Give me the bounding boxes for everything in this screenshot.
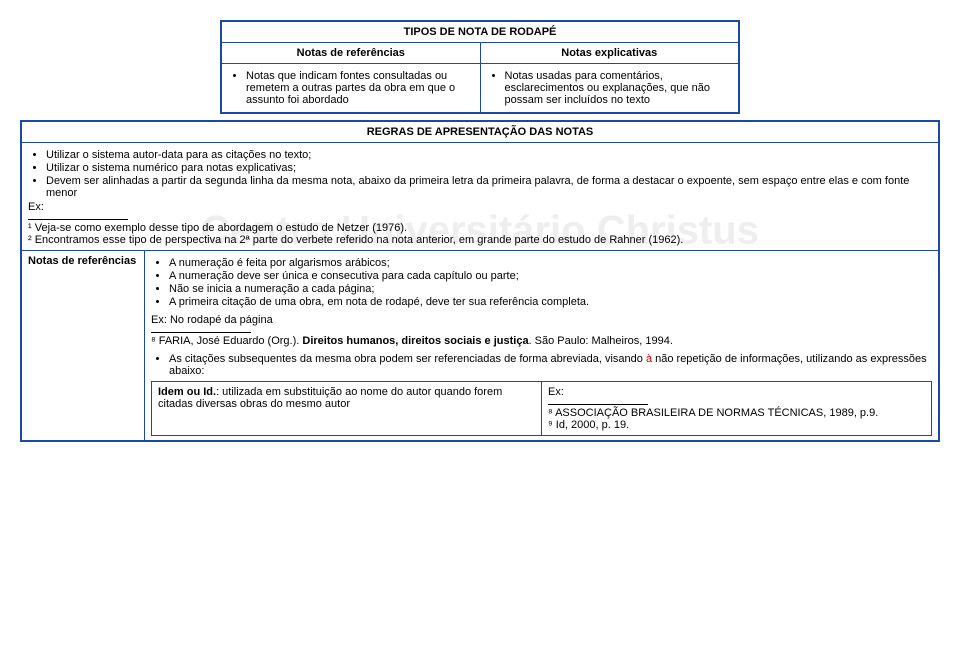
ref-b2: A numeração deve ser única e consecutiva…: [169, 270, 932, 282]
ref-b1: A numeração é feita por algarismos arábi…: [169, 257, 932, 269]
faria-rest: . São Paulo: Malheiros, 1994.: [529, 335, 673, 347]
faria-author: FARIA, José Eduardo (Org.).: [159, 335, 303, 347]
faria-ref: ⁸ FARIA, José Eduardo (Org.). Direitos h…: [151, 335, 932, 347]
idem-ex-cell: Ex: ⁸ ASSOCIAÇÃO BRASILEIRA DE NORMAS TÉ…: [542, 382, 932, 436]
notas-ref-content: A numeração é feita por algarismos arábi…: [145, 251, 939, 440]
col2-cell: Notas usadas para comentários, esclareci…: [480, 64, 739, 114]
idem-cell: Idem ou Id.: utilizada em substituição a…: [152, 382, 542, 436]
col2-header: Notas explicativas: [480, 43, 739, 64]
idem-ex-label: Ex:: [548, 386, 925, 398]
idem-label: Idem ou Id.: [158, 386, 216, 398]
footnote-rule-3: [548, 404, 648, 405]
regras-body: Utilizar o sistema autor-data para as ci…: [21, 143, 939, 251]
idem-ex1: ⁸ ASSOCIAÇÃO BRASILEIRA DE NORMAS TÉCNIC…: [548, 407, 925, 419]
subseq-bullet: As citações subsequentes da mesma obra p…: [169, 353, 932, 377]
rule-1: Utilizar o sistema autor-data para as ci…: [46, 149, 932, 161]
footnote-1: ¹ Veja-se como exemplo desse tipo de abo…: [28, 222, 932, 234]
col1-bullet: Notas que indicam fontes consultadas ou …: [246, 70, 474, 106]
ref-b3: Não se inicia a numeração a cada página;: [169, 283, 932, 295]
rule-3: Devem ser alinhadas a partir da segunda …: [46, 175, 932, 199]
faria-title: Direitos humanos, direitos sociais e jus…: [302, 335, 528, 347]
col1-cell: Notas que indicam fontes consultadas ou …: [221, 64, 480, 114]
tipos-table: TIPOS DE NOTA DE RODAPÉ Notas de referên…: [220, 20, 740, 114]
tipos-title: TIPOS DE NOTA DE RODAPÉ: [221, 21, 739, 43]
subseq-a: As citações subsequentes da mesma obra p…: [169, 353, 646, 365]
col1-header: Notas de referências: [221, 43, 480, 64]
faria-num: ⁸: [151, 335, 159, 347]
col2-bullet: Notas usadas para comentários, esclareci…: [505, 70, 733, 106]
ex-label: Ex:: [28, 201, 932, 213]
footnote-rule-2: [151, 332, 251, 333]
rule-2: Utilizar o sistema numérico para notas e…: [46, 162, 932, 174]
ref-b4: A primeira citação de uma obra, em nota …: [169, 296, 932, 308]
footnote-rule: [28, 219, 128, 220]
regras-title: REGRAS DE APRESENTAÇÃO DAS NOTAS: [21, 121, 939, 143]
notas-ref-row: Notas de referências A numeração é feita…: [21, 251, 939, 442]
regras-table: REGRAS DE APRESENTAÇÃO DAS NOTAS Utiliza…: [20, 120, 940, 442]
idem-ex2: ⁹ Id, 2000, p. 19.: [548, 419, 925, 431]
ex-rodape: Ex: No rodapé da página: [151, 314, 932, 326]
footnote-2: ² Encontramos esse tipo de perspectiva n…: [28, 234, 932, 246]
notas-ref-label: Notas de referências: [22, 251, 145, 440]
